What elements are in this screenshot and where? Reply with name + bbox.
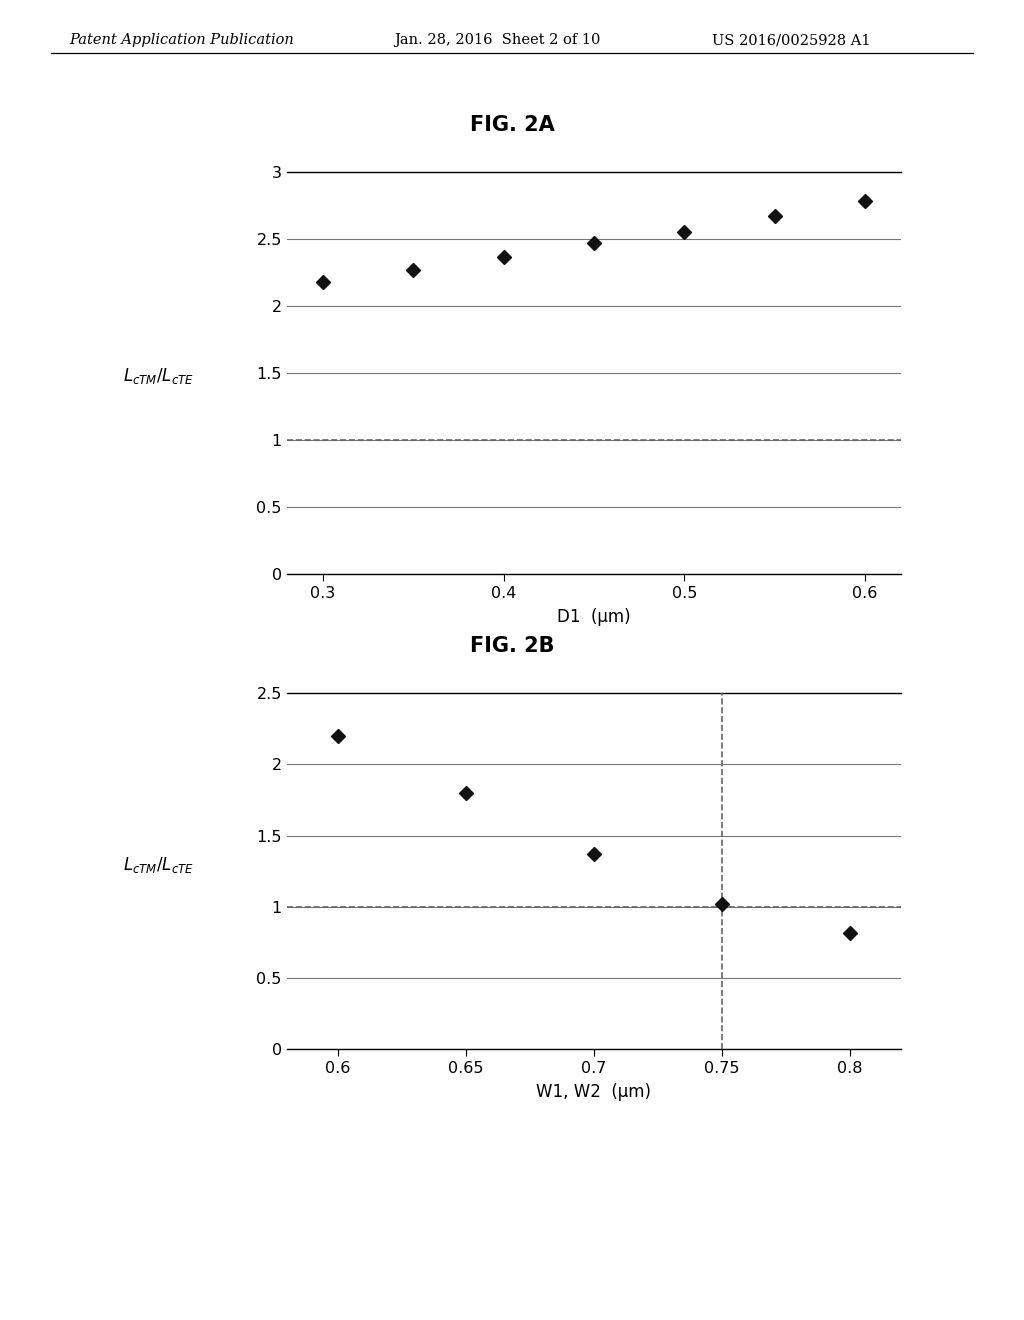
Text: FIG. 2B: FIG. 2B: [470, 636, 554, 656]
Text: Jan. 28, 2016  Sheet 2 of 10: Jan. 28, 2016 Sheet 2 of 10: [394, 33, 601, 48]
Text: Patent Application Publication: Patent Application Publication: [70, 33, 294, 48]
Text: $L_{cTM}/L_{cTE}$: $L_{cTM}/L_{cTE}$: [123, 854, 195, 875]
Text: FIG. 2A: FIG. 2A: [470, 115, 554, 135]
X-axis label: W1, W2  (μm): W1, W2 (μm): [537, 1084, 651, 1101]
X-axis label: D1  (μm): D1 (μm): [557, 609, 631, 626]
Text: US 2016/0025928 A1: US 2016/0025928 A1: [712, 33, 870, 48]
Text: $L_{cTM}/L_{cTE}$: $L_{cTM}/L_{cTE}$: [123, 366, 195, 387]
